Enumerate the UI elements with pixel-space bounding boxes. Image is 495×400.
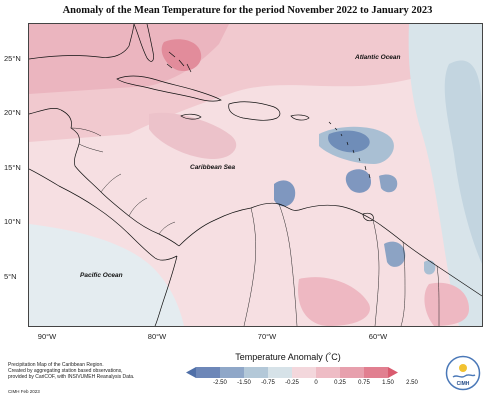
legend-colorbar: [186, 367, 398, 378]
legend-tick-label: -2.50: [213, 380, 227, 386]
coastline-central-america-east: [29, 108, 180, 247]
lat-label-15n: 15°N: [4, 163, 21, 172]
label-pacific-ocean: Pacific Ocean: [80, 272, 123, 279]
coastline-south-america-north: [178, 202, 482, 297]
label-caribbean-sea: Caribbean Sea: [190, 164, 236, 171]
legend-tick-label: -0.25: [285, 380, 299, 386]
legend-color-cell: [268, 367, 293, 378]
coastline-bahamas: [166, 51, 192, 73]
lon-label-70w: 70°W: [257, 332, 277, 341]
coastline-south-america-west: [154, 255, 178, 326]
cool-anomaly-atlantic-core: [444, 60, 482, 265]
credits-stamp: CIMH Feb 2023: [8, 388, 40, 394]
coastline-hispaniola: [228, 101, 281, 121]
legend-tick-label: 0: [314, 380, 318, 386]
coastline-central-america-west: [29, 168, 178, 261]
credits-line-1: Precipitation Map of the Caribbean Regio…: [8, 362, 104, 368]
warm-anomaly-guianas: [424, 282, 469, 326]
legend-color-cell: [244, 367, 269, 378]
coastline-puerto-rico: [290, 114, 310, 121]
cool-anomaly-guyana: [384, 241, 406, 267]
coastline-cuba: [116, 75, 222, 102]
legend-color-cell: [364, 367, 389, 378]
coastlines: [29, 24, 482, 326]
legend-color-cell: [388, 367, 398, 378]
warm-anomaly-bahamas: [161, 39, 202, 72]
legend-color-cell: [220, 367, 245, 378]
lon-label-60w: 60°W: [368, 332, 388, 341]
legend-color-cell: [196, 367, 221, 378]
logo-text: CIMH: [457, 381, 470, 387]
cool-anomaly-pacific: [29, 224, 184, 326]
legend-color-cell: [292, 367, 317, 378]
lat-label-5n: 5°N: [4, 272, 17, 281]
legend-tick-label: 0.75: [358, 380, 370, 386]
cool-anomaly-antilles-core: [328, 130, 370, 153]
coastline-florida: [133, 24, 154, 62]
credits-block: Precipitation Map of the Caribbean Regio…: [8, 362, 158, 395]
credits-line-3: provided by CariCOF, with INSIVUMEH Rean…: [8, 374, 135, 381]
warm-anomaly-west-caribbean: [149, 112, 237, 159]
coastline-us-gulf: [29, 24, 135, 60]
coastline-jamaica: [180, 113, 202, 120]
lat-label-10n: 10°N: [4, 217, 21, 226]
map-title: Anomaly of the Mean Temperature for the …: [62, 5, 433, 16]
cool-anomaly-east-caribbean: [345, 169, 371, 193]
lat-label-20n: 20°N: [4, 108, 21, 117]
legend-color-cell: [340, 367, 365, 378]
legend-tick-label: 2.50: [406, 380, 418, 386]
credits-line-2: Created by aggregating station based obs…: [8, 368, 123, 375]
cimh-logo: CIMH: [445, 355, 481, 391]
lat-label-25n: 25°N: [4, 54, 21, 63]
label-atlantic-ocean: Atlantic Ocean: [355, 54, 401, 61]
legend-color-cell: [186, 367, 196, 378]
cool-anomaly-aruba: [274, 180, 296, 207]
cool-anomaly-suriname: [424, 260, 436, 275]
lon-label-80w: 80°W: [147, 332, 167, 341]
legend-tick-label: 0.25: [334, 380, 346, 386]
cool-anomaly-barbados: [379, 174, 398, 193]
legend-tick-label: -0.75: [261, 380, 275, 386]
warm-anomaly-amazon: [298, 277, 370, 326]
country-borders: [70, 127, 440, 326]
coastline-lesser-antilles: [328, 121, 371, 179]
legend-title: Temperature Anomaly (˚C): [235, 352, 341, 362]
legend-tick-label: 1.50: [382, 380, 394, 386]
temperature-anomaly-map: [28, 23, 483, 327]
lon-label-90w: 90°W: [37, 332, 57, 341]
legend-color-cell: [316, 367, 341, 378]
map-canvas: [29, 24, 482, 326]
legend-tick-label: -1.50: [237, 380, 251, 386]
